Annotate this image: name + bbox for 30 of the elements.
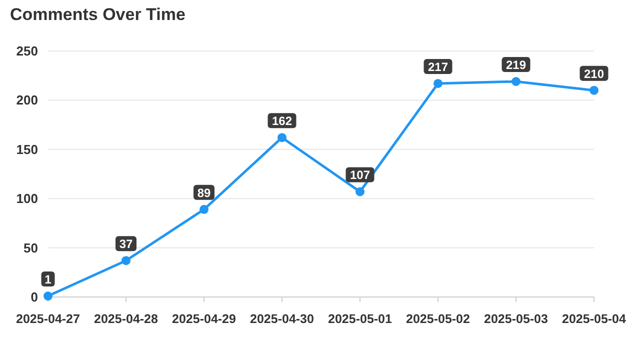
x-tick-label: 2025-05-03 [484, 312, 548, 326]
chart-title: Comments Over Time [10, 5, 186, 24]
y-tick-label: 150 [16, 142, 38, 157]
x-tick-label: 2025-04-27 [16, 312, 80, 326]
data-label: 217 [428, 60, 448, 74]
y-tick-label: 250 [16, 44, 38, 58]
data-label: 1 [44, 272, 52, 287]
x-tick-label: 2025-05-01 [328, 312, 392, 326]
data-label: 210 [584, 66, 604, 81]
point [200, 204, 208, 214]
data-label: 37 [119, 237, 133, 252]
point [278, 133, 286, 142]
y-tick-label: 50 [24, 240, 38, 256]
point [512, 77, 520, 86]
y-tick-label: 100 [16, 191, 38, 206]
data-label: 107 [350, 168, 370, 182]
data-label: 219 [506, 58, 526, 72]
point [356, 187, 364, 196]
x-tick-label: 2025-04-29 [172, 312, 236, 326]
point [122, 256, 130, 266]
x-tick-label: 2025-04-28 [94, 312, 158, 326]
x-tick-label: 2025-05-02 [406, 312, 470, 326]
x-tick-label: 2025-05-04 [562, 312, 626, 326]
point [590, 86, 598, 95]
data-label: 89 [197, 186, 211, 200]
data-label: 162 [272, 114, 292, 128]
y-tick-label: 0 [30, 290, 38, 304]
point [434, 78, 442, 88]
y-tick-label: 200 [16, 92, 38, 108]
x-tick-label: 2025-04-30 [250, 312, 314, 326]
